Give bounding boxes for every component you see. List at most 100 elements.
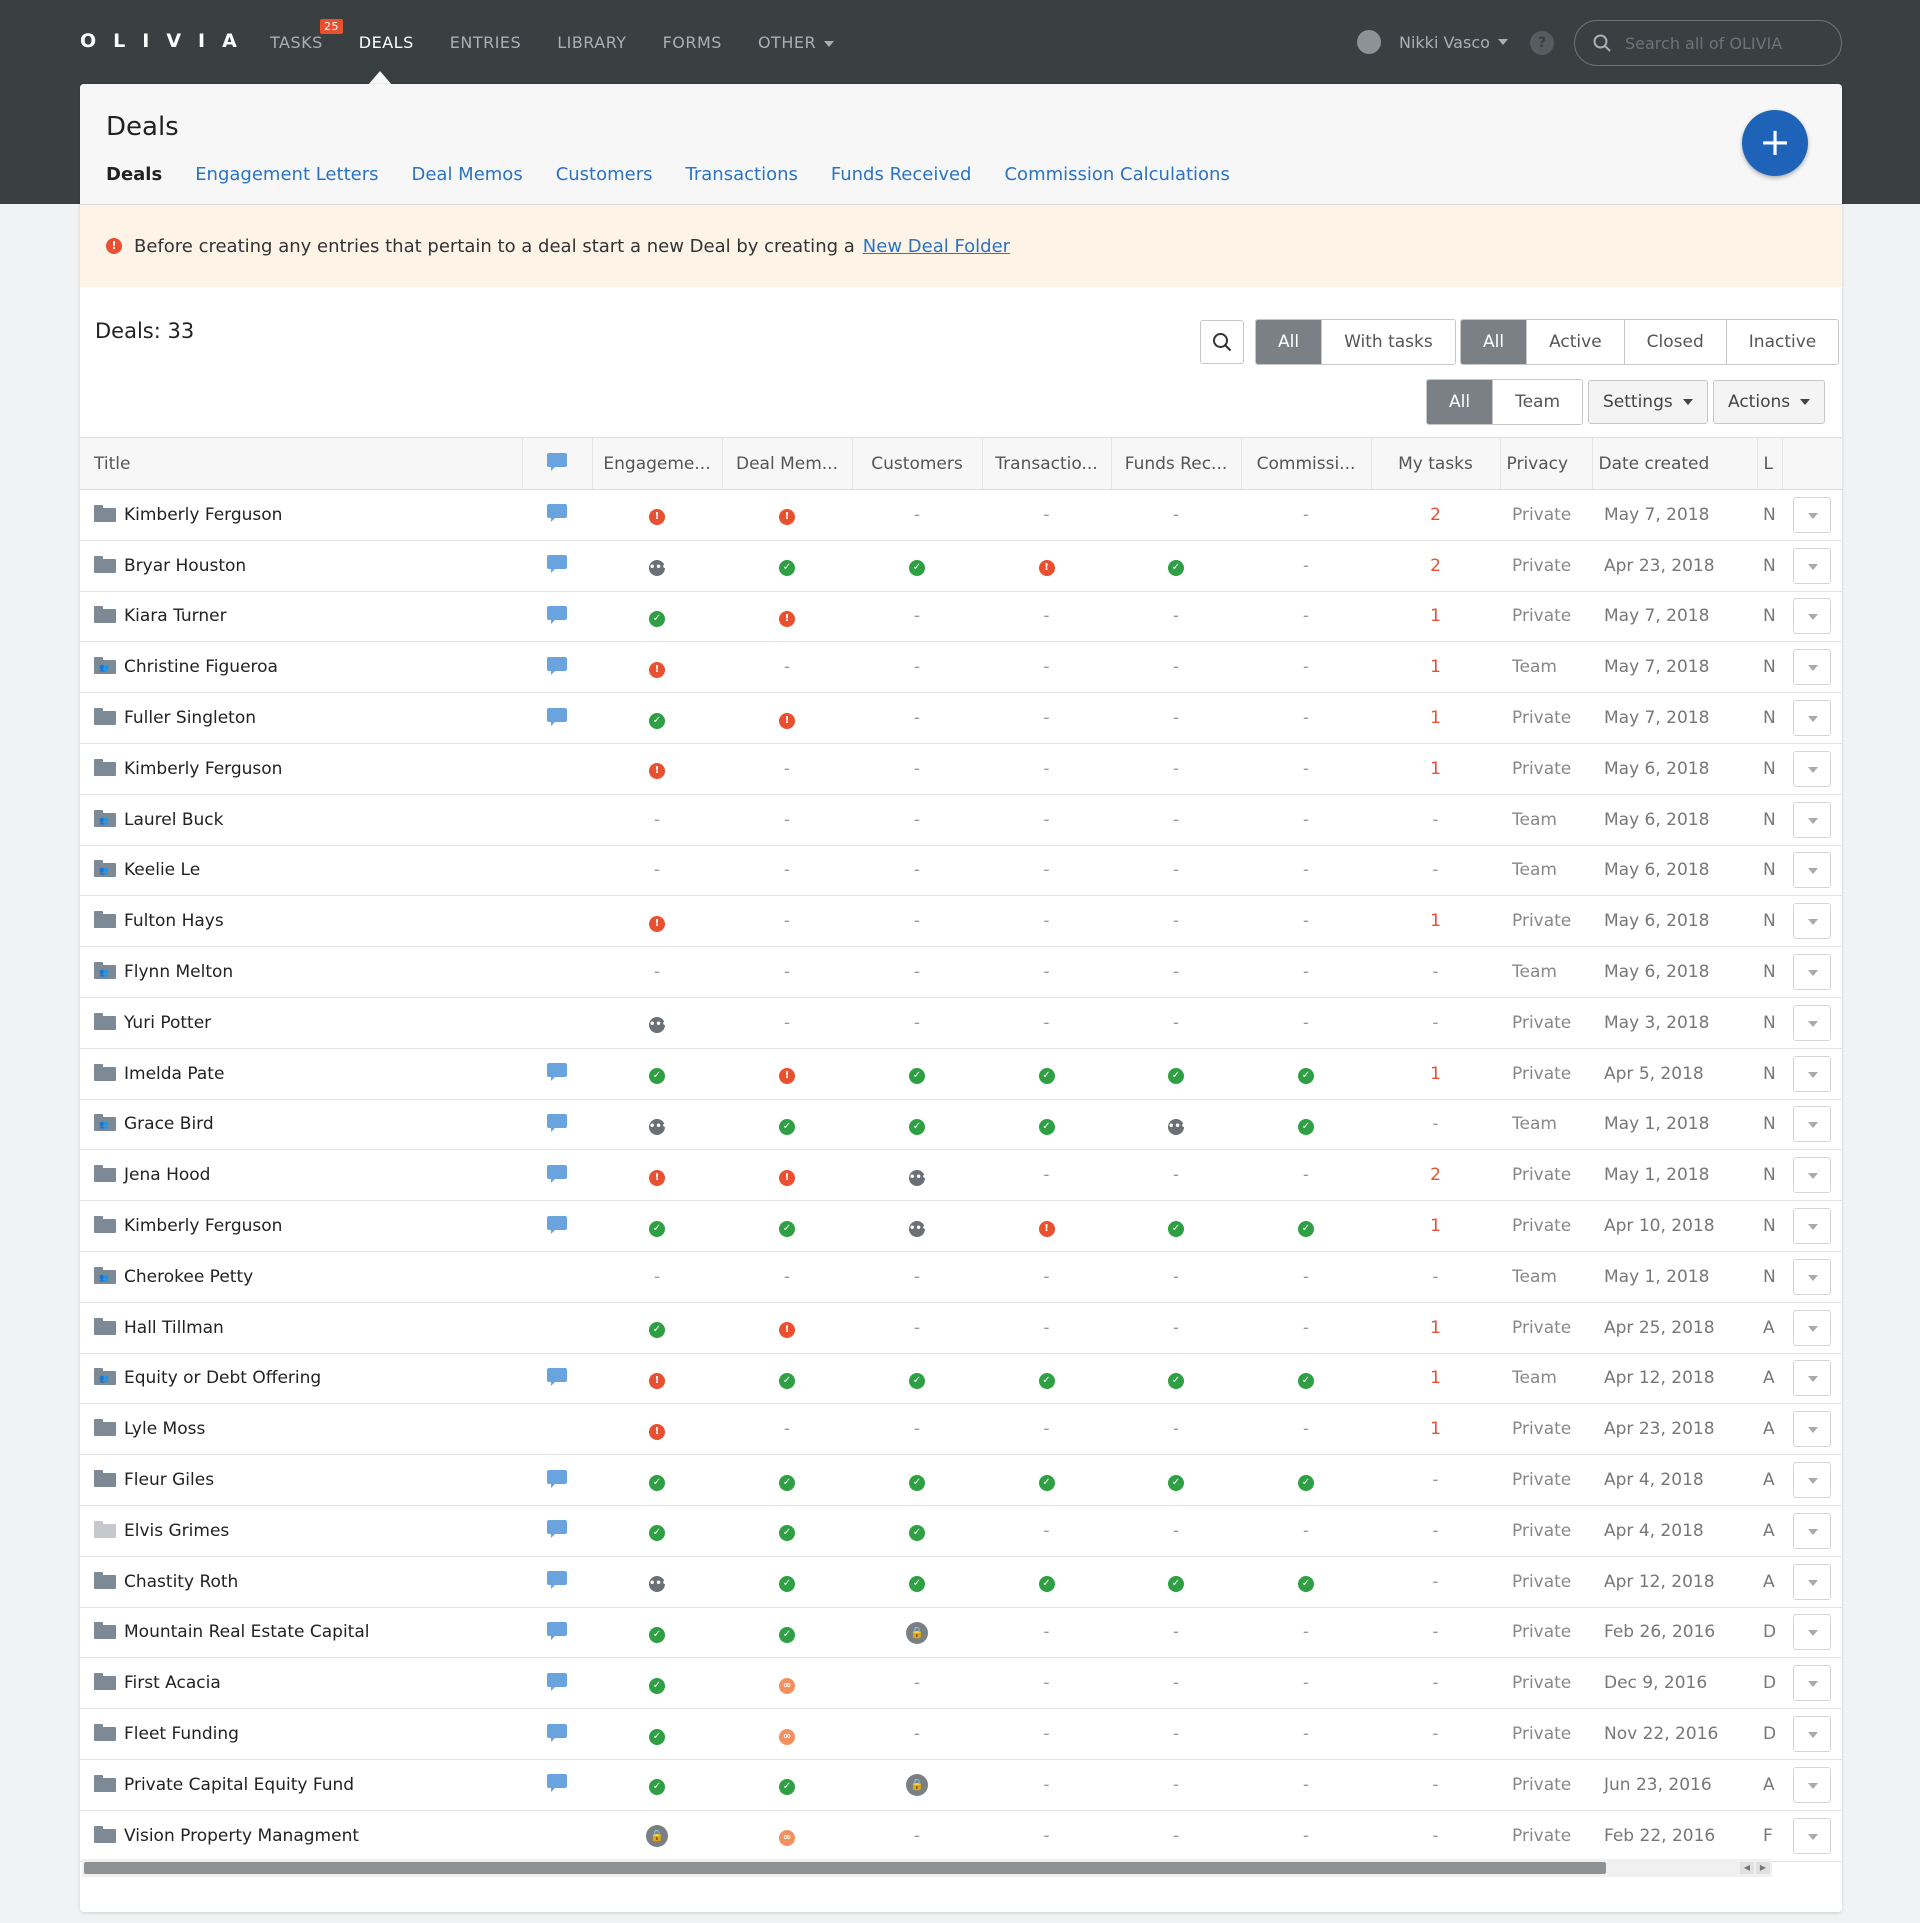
cell-status[interactable]: ✓	[592, 1200, 722, 1252]
check-icon[interactable]: ✓	[649, 1677, 665, 1694]
cell-status[interactable]: ✓	[852, 540, 982, 592]
comment-icon[interactable]	[547, 707, 567, 726]
cell-status[interactable]: -	[722, 895, 852, 948]
deal-title[interactable]: Cherokee Petty	[124, 1266, 254, 1287]
table-row[interactable]: Hall Tillman ✓! - - - - 1 Private Apr 25, 2018 A	[80, 1302, 1842, 1354]
table-row[interactable]: 👥 Christine Figueroa! - - - - - 1 Team May 7, 201…	[80, 641, 1842, 694]
pending-icon[interactable]: •••	[909, 1220, 928, 1237]
warning-icon[interactable]: !	[779, 509, 795, 526]
cell-comments[interactable]	[522, 997, 592, 1049]
scroll-left-icon[interactable]: ◀	[1740, 1862, 1754, 1874]
table-row[interactable]: 👥 Flynn Melton - - - - - - - Team May 6, 2018 N	[80, 946, 1842, 998]
cell-status[interactable]: -	[1111, 1149, 1241, 1202]
row-menu-button[interactable]	[1793, 1462, 1831, 1499]
cell-comments[interactable]	[522, 794, 592, 846]
cell-my-tasks[interactable]: -	[1371, 946, 1500, 998]
cell-status[interactable]: ✓	[982, 1048, 1111, 1100]
new-deal-folder-link[interactable]: New Deal Folder	[862, 235, 1011, 257]
check-icon[interactable]: ✓	[779, 560, 795, 577]
cell-title[interactable]: Vision Property Managment	[80, 1810, 522, 1862]
cell-status[interactable]: -	[1111, 1505, 1241, 1557]
cell-my-tasks[interactable]: 1	[1371, 1353, 1500, 1405]
cell-status[interactable]: -	[1111, 895, 1241, 948]
cell-comments[interactable]	[522, 1403, 592, 1456]
cell-my-tasks[interactable]: -	[1371, 1099, 1500, 1151]
help-icon[interactable]: ?	[1530, 31, 1554, 55]
filter-all[interactable]: All	[1256, 320, 1322, 364]
cell-title[interactable]: Kiara Turner	[80, 591, 522, 643]
cell-status[interactable]: -	[722, 1403, 852, 1456]
cell-my-tasks[interactable]: -	[1371, 1556, 1500, 1608]
cell-my-tasks[interactable]: 2	[1371, 489, 1500, 541]
cell-status[interactable]: !	[592, 895, 722, 948]
cell-status[interactable]: ✓	[1111, 540, 1241, 592]
cell-status[interactable]: -	[852, 743, 982, 795]
deal-title[interactable]: Yuri Potter	[124, 1012, 212, 1033]
cell-my-tasks[interactable]: 1	[1371, 1200, 1500, 1252]
comment-icon[interactable]	[547, 605, 567, 624]
check-icon[interactable]: ✓	[909, 1068, 925, 1085]
deal-title[interactable]: Vision Property Managment	[124, 1825, 360, 1846]
check-icon[interactable]: ✓	[779, 1474, 795, 1491]
cell-status[interactable]: -	[852, 1810, 982, 1862]
check-icon[interactable]: ✓	[779, 1779, 795, 1796]
cell-comments[interactable]	[522, 540, 592, 592]
cell-title[interactable]: Private Capital Equity Fund	[80, 1759, 522, 1811]
cell-title[interactable]: Elvis Grimes	[80, 1505, 522, 1557]
cell-status[interactable]: -	[982, 1657, 1111, 1710]
cell-status[interactable]: -	[852, 692, 982, 744]
check-icon[interactable]: ✓	[649, 1220, 665, 1237]
cell-title[interactable]: Fuller Singleton	[80, 692, 522, 744]
cell-status[interactable]: ✓	[592, 1607, 722, 1659]
table-row[interactable]: 👥 Keelie Le - - - - - - - Team May 6, 2018 N	[80, 845, 1842, 897]
check-icon[interactable]: ✓	[1298, 1474, 1314, 1491]
cell-status[interactable]: -	[852, 1403, 982, 1456]
cell-my-tasks[interactable]: 2	[1371, 1149, 1500, 1202]
warning-icon[interactable]: !	[649, 1423, 665, 1440]
nav-item-other[interactable]: OTHER	[758, 33, 835, 52]
check-icon[interactable]: ✓	[649, 1626, 665, 1643]
cell-status[interactable]: !	[982, 1200, 1111, 1252]
deal-title[interactable]: Hall Tillman	[124, 1317, 224, 1338]
tab-deal-memos[interactable]: Deal Memos	[411, 164, 523, 185]
check-icon[interactable]: ✓	[649, 712, 665, 729]
cell-my-tasks[interactable]: -	[1371, 1454, 1500, 1506]
cell-comments[interactable]	[522, 1708, 592, 1760]
cell-status[interactable]: -	[592, 946, 722, 998]
check-icon[interactable]: ✓	[649, 610, 665, 627]
deal-title[interactable]: Kiara Turner	[124, 606, 227, 627]
cell-status[interactable]: -	[1111, 997, 1241, 1049]
cell-comments[interactable]	[522, 1657, 592, 1710]
deal-title[interactable]: Equity or Debt Offering	[124, 1368, 322, 1389]
filter-with-tasks[interactable]: With tasks	[1321, 320, 1455, 364]
cell-my-tasks[interactable]: -	[1371, 1657, 1500, 1710]
user-name[interactable]: Nikki Vasco	[1399, 32, 1490, 52]
column-header-last[interactable]: L	[1757, 437, 1783, 490]
cell-status[interactable]: ✓	[982, 1556, 1111, 1608]
table-search-button[interactable]	[1200, 320, 1244, 364]
comment-icon[interactable]	[547, 656, 567, 675]
cell-status[interactable]: -	[1241, 692, 1371, 744]
tab-engagement-letters[interactable]: Engagement Letters	[195, 164, 379, 185]
cell-status[interactable]: ✓	[852, 1454, 982, 1506]
check-icon[interactable]: ✓	[1298, 1372, 1314, 1389]
cell-comments[interactable]	[522, 1353, 592, 1405]
cell-status[interactable]: -	[592, 845, 722, 897]
deal-title[interactable]: Chastity Roth	[124, 1571, 239, 1592]
cell-comments[interactable]	[522, 1505, 592, 1557]
cell-status[interactable]: -	[1111, 591, 1241, 643]
row-menu-button[interactable]	[1793, 547, 1831, 584]
deal-title[interactable]: Mountain Real Estate Capital	[124, 1622, 370, 1643]
search-input[interactable]	[1625, 33, 1825, 53]
cell-title[interactable]: Bryar Houston	[80, 540, 522, 592]
cell-status[interactable]: ∞	[722, 1708, 852, 1760]
check-icon[interactable]: ✓	[1038, 1474, 1055, 1491]
cell-status[interactable]: 🔒	[592, 1810, 722, 1862]
cell-status[interactable]: -	[982, 946, 1111, 998]
app-logo[interactable]: OLIVIA	[80, 30, 254, 52]
cell-title[interactable]: 👥 Flynn Melton	[80, 946, 522, 998]
row-menu-button[interactable]	[1793, 1106, 1831, 1143]
comment-icon[interactable]	[547, 1367, 567, 1386]
check-icon[interactable]: ✓	[909, 1474, 925, 1491]
cell-status[interactable]: ✓	[592, 1505, 722, 1557]
